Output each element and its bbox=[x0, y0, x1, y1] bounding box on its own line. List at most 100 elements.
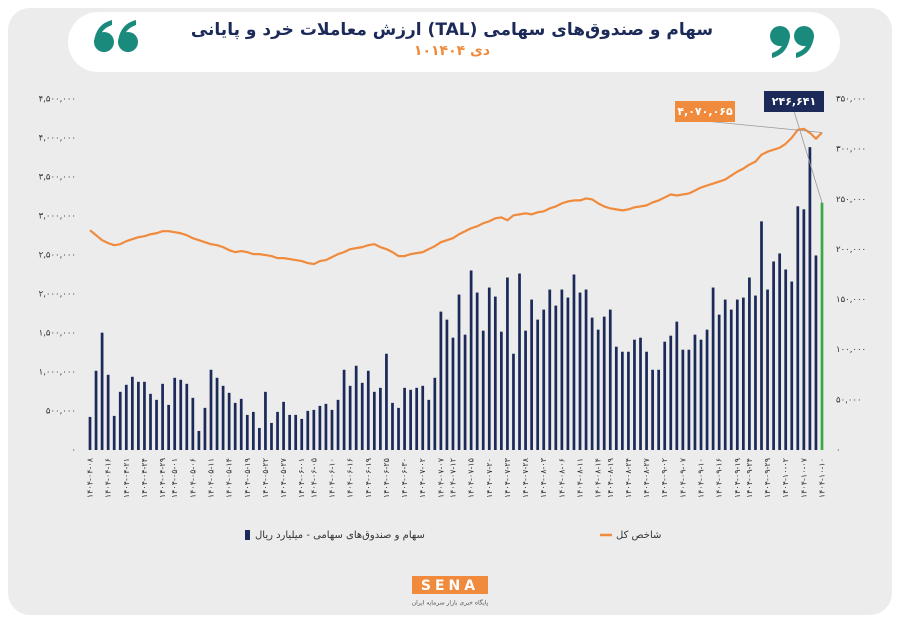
bar bbox=[209, 369, 213, 450]
bar bbox=[294, 414, 298, 450]
x-tick-label: ۱۴۰۴-۰۹-۰۷ bbox=[678, 457, 687, 498]
bar bbox=[790, 281, 794, 450]
y-tick-label: ۰ bbox=[71, 446, 76, 456]
line bbox=[89, 127, 823, 266]
callout-leader bbox=[793, 110, 823, 203]
bar bbox=[457, 294, 461, 450]
header-pill bbox=[68, 12, 840, 72]
y2-tick-label: ۲۰۰,۰۰۰ bbox=[836, 245, 866, 255]
bar bbox=[445, 319, 449, 450]
x-tick-label: ۱۴۰۴-۰۷-۰۷ bbox=[436, 457, 445, 498]
bar bbox=[711, 287, 715, 450]
bar bbox=[379, 387, 382, 450]
bar bbox=[239, 398, 243, 450]
chart-title: ارزش معاملات خرد و پایانی (TAL) سهام و ص… bbox=[191, 20, 713, 40]
bar bbox=[409, 389, 412, 450]
bar bbox=[385, 353, 388, 450]
bar bbox=[318, 405, 322, 450]
bar bbox=[723, 299, 727, 450]
x-tick-label: ۱۴۰۴-۰۹-۲۴ bbox=[745, 458, 754, 498]
x-tick-label: ۱۴۰۴-۰۹-۱۶ bbox=[715, 458, 724, 498]
bar bbox=[342, 369, 346, 450]
bar bbox=[530, 299, 533, 450]
x-tick-label: ۱۴۰۴-۰۴-۰۸ bbox=[86, 457, 95, 498]
y2-tick-label: ۳۰۰,۰۰۰ bbox=[836, 145, 866, 155]
bar bbox=[106, 374, 110, 450]
bar bbox=[469, 270, 473, 450]
bar bbox=[397, 407, 400, 450]
x-tick-label: ۱۴۰۴-۰۷-۱۲ bbox=[448, 458, 457, 498]
bar bbox=[233, 402, 237, 450]
x-tick-label: ۱۴۰۴-۰۹-۲۹ bbox=[763, 458, 772, 498]
bar bbox=[548, 289, 552, 450]
y-tick-label: ۲,۵۰۰,۰۰۰ bbox=[39, 251, 76, 261]
logo-tagline: پایگاه خبری بازار سرمایه ایران bbox=[412, 599, 489, 607]
bar bbox=[693, 334, 697, 450]
x-tick-label: ۱۴۰۴-۰۵-۱۹ bbox=[243, 458, 252, 498]
x-tick-label: ۱۴۰۴-۰۴-۲۱ bbox=[122, 458, 131, 498]
bar bbox=[802, 209, 806, 450]
y-tick-label: ۱,۵۰۰,۰۰۰ bbox=[39, 329, 76, 339]
bar bbox=[433, 377, 437, 450]
logo-text: SENA bbox=[421, 578, 479, 594]
x-tick-label: ۱۴۰۴-۰۸-۱۴ bbox=[594, 458, 603, 498]
card bbox=[8, 8, 892, 615]
bar bbox=[493, 296, 497, 450]
bar bbox=[306, 410, 310, 450]
bar bbox=[130, 376, 134, 450]
bar bbox=[360, 382, 364, 450]
bar bbox=[124, 384, 128, 450]
bar bbox=[542, 309, 546, 450]
x-tick-label: ۱۴۰۴-۰۵-۱۱ bbox=[206, 458, 215, 498]
quote-right bbox=[770, 26, 814, 58]
bar bbox=[735, 299, 739, 450]
bar bbox=[215, 377, 219, 450]
bar bbox=[602, 316, 606, 450]
bar bbox=[258, 427, 261, 450]
bar bbox=[590, 317, 594, 450]
bar bbox=[566, 297, 570, 450]
bar bbox=[584, 289, 588, 450]
bar bbox=[372, 391, 376, 450]
bar bbox=[324, 403, 328, 450]
x-tick-label: ۱۴۰۴-۰۸-۱۹ bbox=[606, 458, 615, 498]
bar bbox=[554, 305, 558, 450]
bar bbox=[348, 385, 352, 450]
logo: SENA پایگاه خبری بازار سرمایه ایران bbox=[412, 576, 489, 607]
bar bbox=[451, 337, 455, 450]
bar bbox=[506, 277, 509, 450]
bar bbox=[717, 314, 721, 450]
bar bbox=[94, 370, 98, 450]
x-tick-label: ۱۴۰۴-۰۷-۲۸ bbox=[521, 457, 530, 498]
bar bbox=[112, 415, 116, 450]
x-tick-label: ۱۴۰۴-۰۶-۰۵ bbox=[309, 458, 318, 498]
x-tick-label: ۱۴۰۴-۰۸-۲۷ bbox=[642, 457, 651, 498]
bar bbox=[784, 269, 788, 450]
bar bbox=[614, 346, 618, 450]
bar bbox=[185, 383, 189, 450]
x-tick-label: ۱۴۰۴-۰۷-۲۳ bbox=[503, 457, 512, 498]
chart-subtitle: ۱۰دی ۱۴۰۴ bbox=[414, 43, 490, 59]
bar bbox=[669, 335, 673, 450]
bar bbox=[264, 391, 267, 450]
bar bbox=[524, 330, 527, 450]
bar bbox=[705, 329, 709, 450]
bar bbox=[481, 330, 485, 450]
y2-tick-label: ۲۵۰,۰۰۰ bbox=[836, 195, 866, 205]
bar bbox=[167, 404, 171, 450]
x-tick-label: ۱۴۰۴-۰۹-۱۹ bbox=[733, 458, 742, 498]
bar bbox=[729, 309, 733, 450]
bar bbox=[227, 392, 231, 450]
y-tick-label: ۲,۰۰۰,۰۰۰ bbox=[39, 290, 76, 300]
bar bbox=[633, 339, 636, 450]
bar bbox=[427, 399, 431, 450]
bar bbox=[282, 401, 285, 450]
x-tick-label: ۱۴۰۴-۱۰-۰۷ bbox=[799, 457, 808, 498]
bar bbox=[663, 341, 667, 450]
bar bbox=[578, 292, 582, 450]
x-tick-label: ۱۴۰۴-۰۶-۱۶ bbox=[346, 458, 355, 498]
callout-leader bbox=[704, 120, 823, 133]
x-tick-label: ۱۴۰۴-۰۵-۲۲ bbox=[261, 458, 270, 498]
